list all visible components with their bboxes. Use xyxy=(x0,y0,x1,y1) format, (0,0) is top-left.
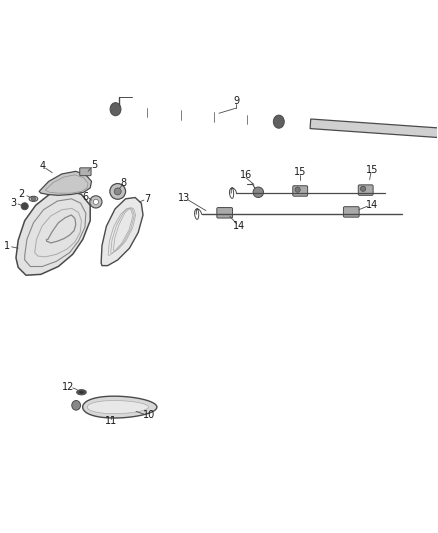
FancyBboxPatch shape xyxy=(217,207,233,218)
Circle shape xyxy=(110,183,126,199)
Text: 10: 10 xyxy=(143,410,155,420)
Ellipse shape xyxy=(72,400,81,410)
Ellipse shape xyxy=(273,115,284,128)
FancyBboxPatch shape xyxy=(358,185,373,195)
Circle shape xyxy=(295,187,300,192)
Text: 15: 15 xyxy=(366,165,378,175)
Polygon shape xyxy=(310,119,438,140)
Polygon shape xyxy=(16,190,90,275)
Circle shape xyxy=(253,187,264,198)
Text: 15: 15 xyxy=(293,167,306,177)
Text: 7: 7 xyxy=(144,194,150,204)
Text: 14: 14 xyxy=(366,200,378,211)
Polygon shape xyxy=(101,198,143,265)
Circle shape xyxy=(114,188,121,195)
Ellipse shape xyxy=(29,196,38,201)
Polygon shape xyxy=(83,396,157,418)
Circle shape xyxy=(90,196,102,208)
Text: 5: 5 xyxy=(92,160,98,170)
Text: 12: 12 xyxy=(62,382,74,392)
Text: 4: 4 xyxy=(39,161,45,171)
FancyBboxPatch shape xyxy=(343,207,359,217)
Text: 14: 14 xyxy=(233,221,245,231)
Text: 8: 8 xyxy=(121,177,127,188)
Text: 2: 2 xyxy=(18,189,25,199)
Polygon shape xyxy=(39,171,92,195)
Text: 1: 1 xyxy=(4,240,11,251)
Circle shape xyxy=(21,203,28,210)
Text: 3: 3 xyxy=(11,198,17,208)
Text: 6: 6 xyxy=(83,192,89,201)
Text: 16: 16 xyxy=(240,170,252,180)
Circle shape xyxy=(360,186,366,191)
Ellipse shape xyxy=(110,103,121,116)
FancyBboxPatch shape xyxy=(293,185,307,196)
Text: 13: 13 xyxy=(178,192,190,203)
FancyBboxPatch shape xyxy=(80,168,91,176)
Text: 9: 9 xyxy=(233,96,240,107)
Ellipse shape xyxy=(77,390,86,395)
Ellipse shape xyxy=(79,391,84,393)
Polygon shape xyxy=(87,400,148,414)
Circle shape xyxy=(93,199,99,205)
Circle shape xyxy=(31,197,35,201)
Text: 11: 11 xyxy=(105,416,117,426)
